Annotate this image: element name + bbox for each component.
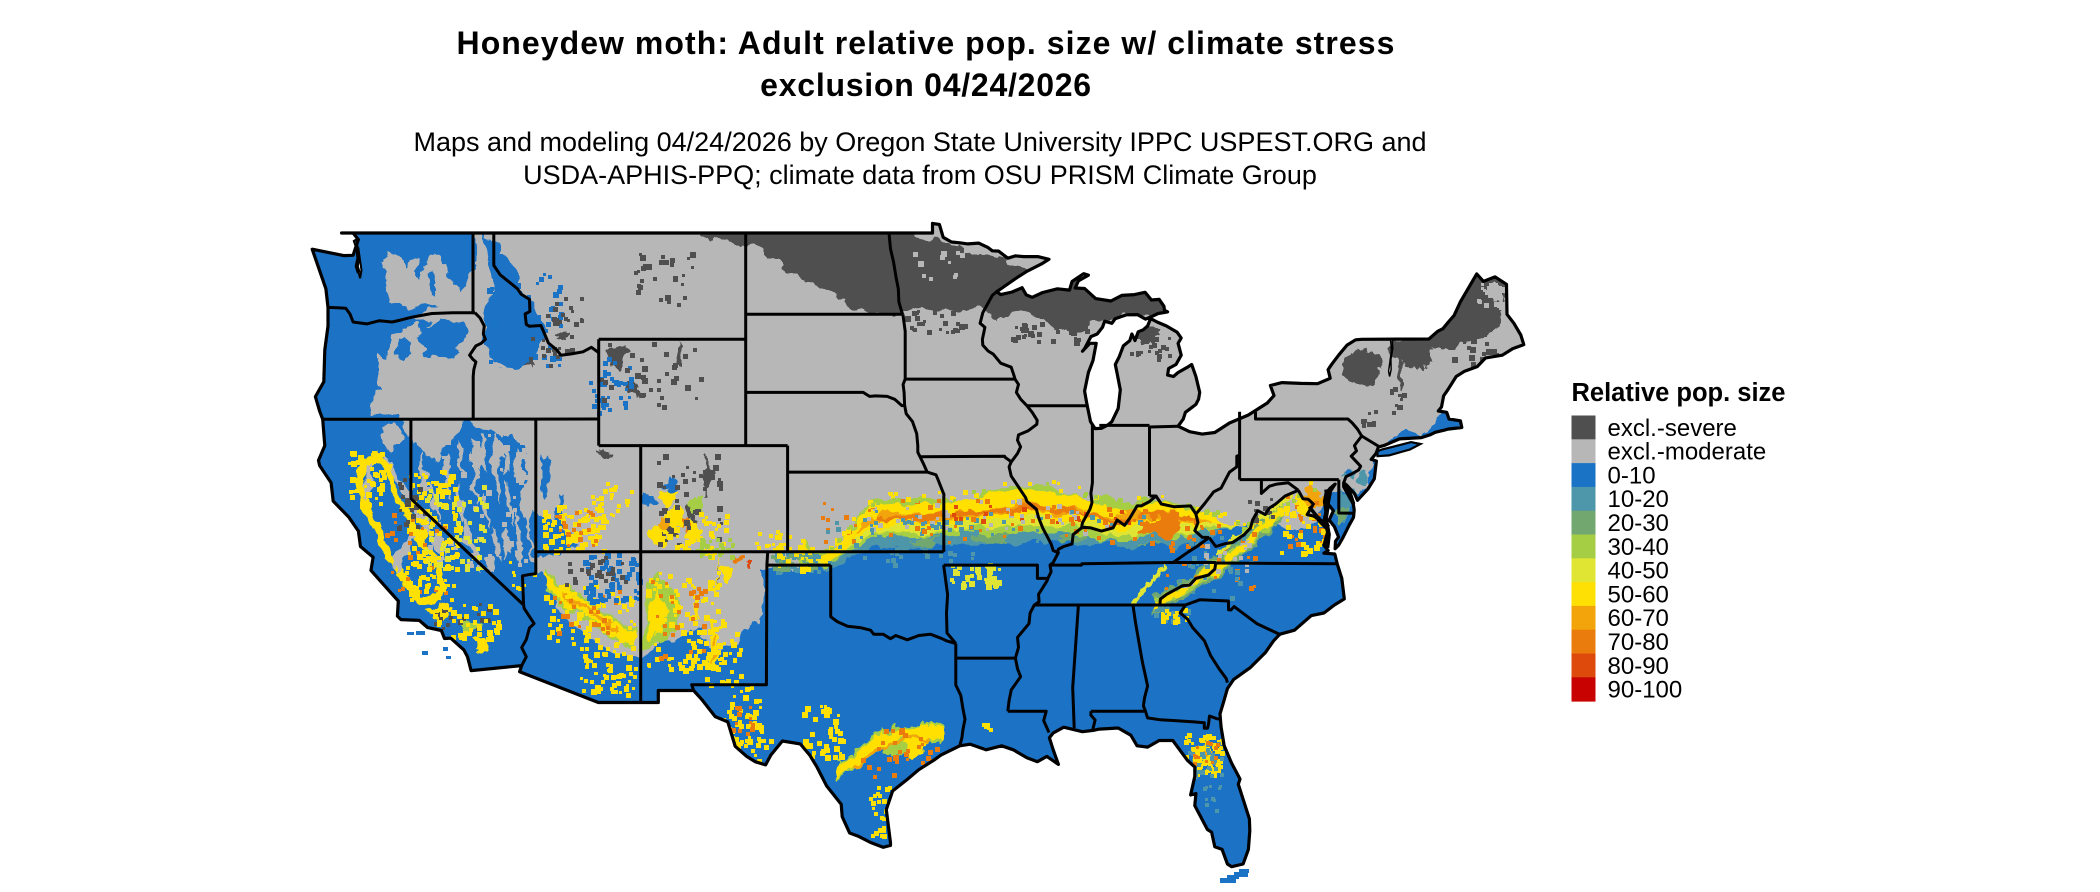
svg-text:0-10: 0-10 [1608,462,1656,489]
svg-text:USDA-APHIS-PPQ; climate data f: USDA-APHIS-PPQ; climate data from OSU PR… [523,160,1317,190]
svg-text:exclusion 04/24/2026: exclusion 04/24/2026 [760,67,1092,103]
svg-text:70-80: 70-80 [1608,629,1669,656]
svg-text:excl.-severe: excl.-severe [1608,415,1737,442]
svg-text:80-90: 80-90 [1608,653,1669,680]
svg-text:20-30: 20-30 [1608,510,1669,537]
svg-text:10-20: 10-20 [1608,486,1669,513]
svg-text:excl.-moderate: excl.-moderate [1608,439,1767,466]
svg-text:30-40: 30-40 [1608,534,1669,561]
svg-text:40-50: 40-50 [1608,558,1669,585]
svg-text:Maps and modeling 04/24/2026 b: Maps and modeling 04/24/2026 by Oregon S… [413,127,1426,157]
svg-text:50-60: 50-60 [1608,581,1669,608]
svg-text:Honeydew moth: Adult relative: Honeydew moth: Adult relative pop. size … [457,25,1396,61]
svg-text:Relative pop. size: Relative pop. size [1572,379,1786,407]
svg-text:60-70: 60-70 [1608,605,1669,632]
svg-text:90-100: 90-100 [1608,677,1683,704]
